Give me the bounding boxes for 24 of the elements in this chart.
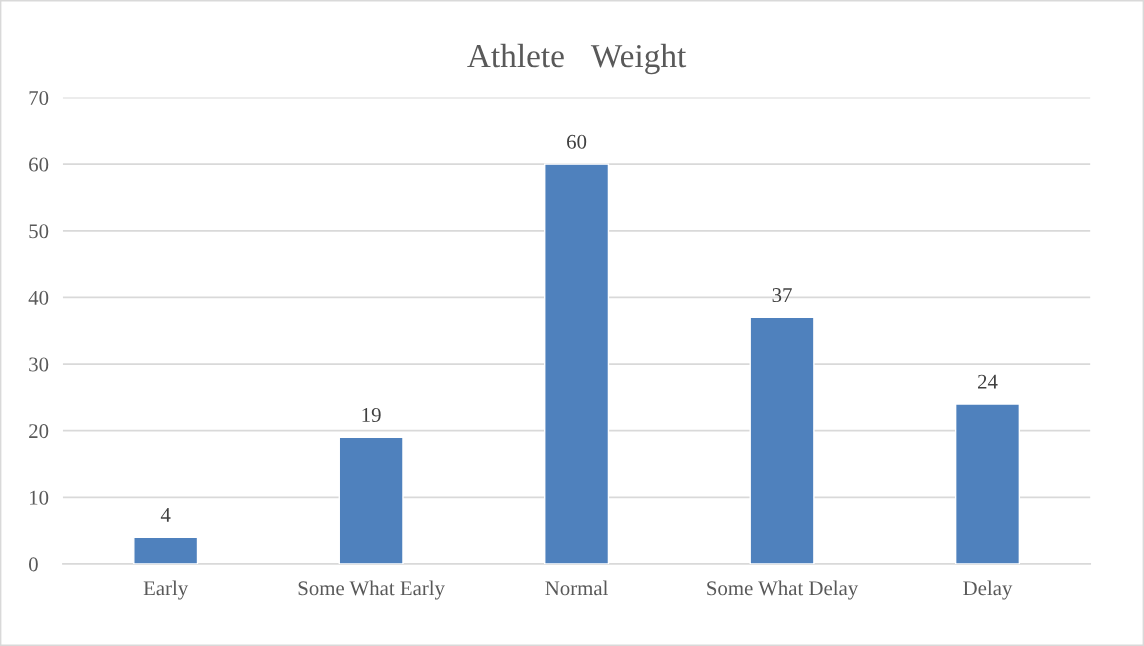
y-tick-label: 60 (29, 157, 49, 172)
data-label: 4 (160, 508, 171, 522)
data-label: 60 (567, 134, 587, 149)
data-label: 24 (978, 374, 998, 389)
y-tick-label: 0 (28, 557, 38, 572)
y-tick-label: 20 (29, 424, 49, 439)
y-tick-label: 10 (30, 490, 49, 505)
bar (338, 436, 404, 564)
data-label: 37 (772, 288, 792, 303)
bar (954, 403, 1021, 564)
bar (133, 536, 199, 564)
x-tick-label: Normal (545, 580, 608, 596)
x-tick-label: Early (143, 580, 189, 600)
y-tick-label: 40 (28, 290, 49, 305)
data-label: 19 (362, 408, 381, 423)
y-tick-label: 30 (29, 357, 49, 372)
y-tick-label: 50 (29, 224, 49, 239)
x-tick-label: Some What Early (298, 580, 445, 600)
bar (749, 316, 815, 564)
x-tick-label: Some What Delay (707, 580, 859, 600)
y-tick-label: 70 (29, 90, 49, 105)
x-tick-label: Delay (963, 580, 1013, 600)
chart-title: Athlete Weight (467, 43, 687, 75)
bar (544, 163, 610, 564)
